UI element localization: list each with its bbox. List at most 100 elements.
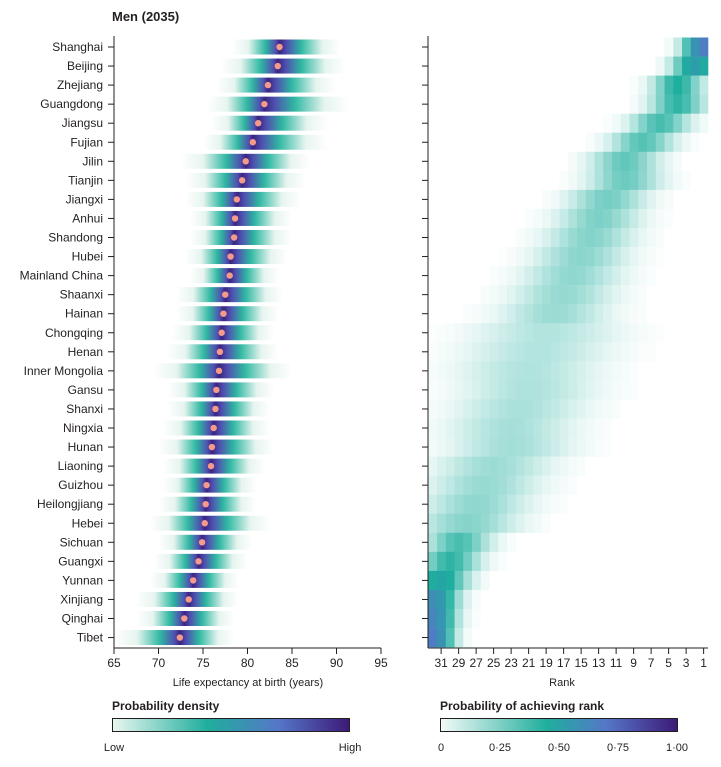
- rank-cell-24-27: [471, 494, 481, 514]
- rank-cell-28-30: [445, 570, 455, 591]
- rank-cell-17-9: [629, 361, 639, 381]
- rank-cell-18-10: [620, 380, 630, 400]
- rank-cell-13-8: [638, 285, 648, 305]
- rank-cell-16-10: [620, 342, 630, 362]
- right-x-tick-label-4: 23: [504, 656, 518, 670]
- left-x-tick-label-4: 85: [285, 656, 299, 670]
- rank-cell-23-18: [550, 475, 560, 495]
- rank-cell-5-13: [594, 132, 604, 153]
- rank-cell-3-4: [673, 94, 683, 114]
- rank-cell-2-3: [681, 75, 691, 95]
- rank-cell-20-27: [471, 418, 481, 438]
- rank-cell-23-26: [480, 475, 490, 495]
- rank-cell-19-14: [585, 399, 595, 419]
- rank-cell-22-18: [550, 456, 560, 476]
- rank-cell-20-20: [533, 418, 543, 438]
- mean-point-27: [195, 558, 202, 565]
- rank-cell-22-23: [506, 456, 516, 476]
- rank-cell-21-31: [436, 437, 446, 457]
- rank-cell-24-21: [524, 494, 534, 514]
- rank-cell-20-18: [550, 418, 560, 438]
- rank-cell-12-19: [541, 266, 551, 286]
- rank-cell-17-18: [550, 361, 560, 381]
- rank-cell-19-25: [489, 399, 499, 419]
- rank-cell-9-18: [550, 208, 560, 229]
- rank-cell-8-8: [638, 189, 648, 210]
- rank-cell-5-5: [664, 132, 674, 153]
- rank-cell-16-15: [576, 342, 586, 362]
- rank-cell-7-5: [664, 170, 674, 191]
- rank-legend-tick-3: 0·75: [606, 742, 630, 754]
- mean-point-28: [190, 577, 197, 584]
- rank-cell-15-22: [515, 323, 525, 343]
- rank-cell-10-13: [594, 228, 604, 248]
- rank-cell-5-9: [629, 132, 639, 153]
- rank-cell-20-26: [480, 418, 490, 438]
- rank-cell-11-22: [515, 247, 525, 267]
- row-label-27: Guangxi: [58, 554, 103, 568]
- row-label-1: Beijing: [67, 59, 103, 73]
- rank-cell-15-24: [498, 323, 508, 343]
- right-x-tick-label-12: 7: [648, 656, 655, 670]
- rank-cell-24-20: [533, 494, 543, 514]
- rank-cell-18-18: [550, 380, 560, 400]
- rank-panel: 31 29 27 25 23 21 19 17 15 13 11 9 7 5 3 1: [422, 36, 709, 670]
- rank-cell-8-10: [620, 189, 630, 210]
- rank-cell-14-14: [585, 304, 595, 324]
- rank-cell-9-12: [603, 208, 613, 229]
- rank-cell-25-29: [454, 513, 464, 534]
- rank-cell-11-13: [594, 247, 604, 267]
- rank-cell-8-11: [611, 189, 621, 210]
- rank-cell-16-12: [603, 342, 613, 362]
- row-label-15: Chongqing: [45, 326, 103, 340]
- rank-cell-15-20: [533, 323, 543, 343]
- rank-cell-3-5: [664, 94, 674, 114]
- rank-cell-7-11: [611, 170, 621, 191]
- mean-point-11: [227, 253, 234, 260]
- rank-cell-17-27: [471, 361, 481, 381]
- rank-cell-28-31: [436, 570, 446, 591]
- rank-cell-2-4: [673, 75, 683, 95]
- row-label-18: Gansu: [68, 383, 103, 397]
- rank-cell-4-7: [646, 113, 656, 133]
- row-label-14: Hainan: [65, 307, 103, 321]
- rank-cell-22-32: [428, 456, 438, 476]
- rank-cell-3-8: [638, 94, 648, 114]
- rank-cell-10-10: [620, 228, 630, 248]
- rank-cell-17-31: [436, 361, 446, 381]
- rank-cell-14-9: [629, 304, 639, 324]
- rank-cell-30-31: [436, 609, 446, 629]
- rank-cell-18-30: [445, 380, 455, 400]
- rank-cell-6-14: [585, 151, 595, 172]
- rank-cell-10-15: [576, 228, 586, 248]
- rank-cell-9-8: [638, 208, 648, 229]
- rank-cell-12-10: [620, 266, 630, 286]
- rank-cell-22-17: [559, 456, 569, 476]
- rank-cell-3-9: [629, 94, 639, 114]
- row-label-8: Jiangxi: [66, 192, 103, 206]
- mean-point-10: [230, 234, 238, 241]
- rank-cell-28-27: [471, 570, 481, 591]
- rank-cell-15-19: [541, 323, 551, 343]
- rank-cell-19-17: [559, 399, 569, 419]
- rank-cell-19-29: [454, 399, 464, 419]
- row-label-12: Mainland China: [20, 269, 104, 283]
- rank-cell-28-32: [428, 570, 438, 591]
- rank-cell-25-23: [506, 513, 516, 534]
- row-label-6: Jilin: [82, 154, 103, 168]
- rank-cell-17-28: [463, 361, 473, 381]
- row-label-29: Xinjiang: [60, 592, 103, 606]
- rank-cell-21-20: [533, 437, 543, 457]
- rank-cell-14-27: [471, 304, 481, 324]
- rank-cell-25-22: [515, 513, 525, 534]
- rank-cell-23-19: [541, 475, 551, 495]
- rank-cell-11-18: [550, 247, 560, 267]
- rank-cell-30-32: [428, 609, 438, 629]
- rank-cell-2-2: [690, 75, 700, 95]
- rank-cell-15-29: [454, 323, 464, 343]
- right-x-tick-label-14: 3: [683, 656, 690, 670]
- rank-cell-12-17: [559, 266, 569, 286]
- rank-cell-11-14: [585, 247, 595, 267]
- rank-cell-15-13: [594, 323, 604, 343]
